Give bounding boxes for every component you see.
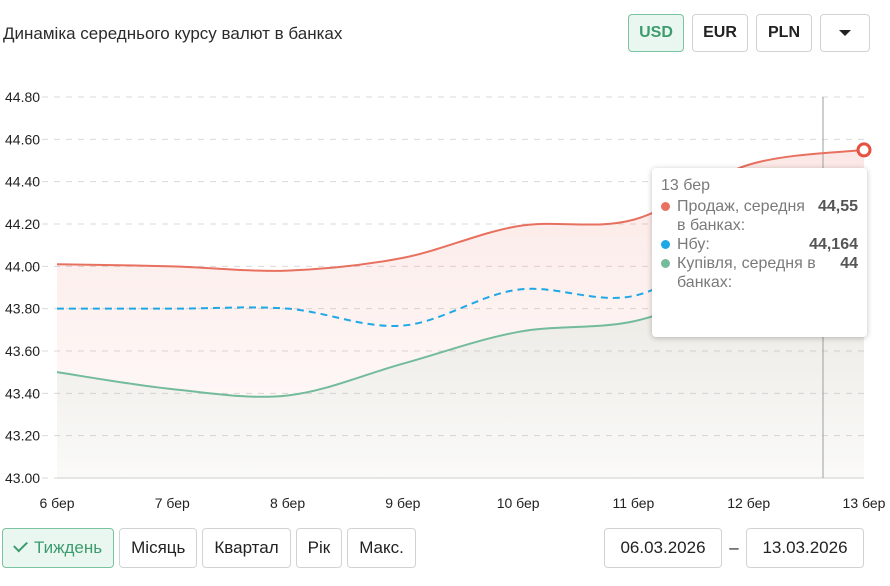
x-tick-label: 12 бер [727,495,770,511]
tooltip-value: 44 [840,255,858,272]
x-tick-label: 10 бер [497,495,540,511]
y-tick-label: 43.40 [5,385,40,401]
y-tick-label: 44.20 [5,216,40,232]
period-label: Тиждень [34,538,103,557]
x-tick-label: 6 бер [39,495,74,511]
chart-tooltip: 13 бер Продаж, середня в банках: 44,55 Н… [652,168,867,337]
tooltip-label: Нбу: [677,236,710,253]
x-tick-label: 7 бер [155,495,190,511]
period-button-week[interactable]: Тиждень [2,528,115,568]
currency-button-pln[interactable]: PLN [756,14,812,52]
currency-dropdown-button[interactable] [820,14,870,52]
checkmark-icon [13,537,28,553]
tooltip-row-sell: Продаж, середня в банках: 44,55 [661,197,858,235]
series-line-1 [56,230,865,327]
y-tick-label: 44.60 [5,131,40,147]
period-button-month[interactable]: Місяць [119,528,198,568]
x-tick-label: 8 бер [270,495,305,511]
date-range: 06.03.2026 – 13.03.2026 [604,528,864,568]
y-tick-label: 43.20 [5,428,40,444]
page-title: Динаміка середнього курсу валют в банках [3,24,343,43]
currency-button-eur[interactable]: EUR [692,14,748,52]
hover-point-marker [856,142,872,158]
chevron-down-icon [839,30,851,36]
date-to-input[interactable]: 13.03.2026 [746,528,864,568]
tooltip-label: Купівля, середня в банках: [677,255,816,291]
currency-switcher: USD EUR PLN [628,14,870,52]
currency-button-usd[interactable]: USD [628,14,684,52]
tooltip-row-nbu: Нбу: 44,164 [661,235,858,254]
tooltip-value: 44,164 [809,236,858,253]
date-range-separator: – [729,538,739,557]
tooltip-label: Продаж, середня в банках: [677,198,805,234]
tooltip-date: 13 бер [661,177,711,194]
period-switcher: Тиждень Місяць Квартал Рік Макс. [2,528,416,568]
tooltip-row-buy: Купівля, середня в банках: 44 [661,254,858,292]
date-from-input[interactable]: 06.03.2026 [604,528,722,568]
x-tick-label: 13 бер [843,495,886,511]
y-tick-label: 44.00 [5,258,40,274]
x-tick-label: 9 бер [385,495,420,511]
y-tick-label: 43.60 [5,343,40,359]
period-button-quarter[interactable]: Квартал [202,528,291,568]
nbu-dot-icon [661,240,670,249]
buy-dot-icon [661,259,670,268]
y-tick-label: 44.40 [5,174,40,190]
y-tick-label: 44.80 [5,89,40,105]
sell-dot-icon [661,202,670,211]
period-button-max[interactable]: Макс. [347,528,416,568]
period-button-year[interactable]: Рік [295,528,343,568]
x-tick-label: 11 бер [612,495,654,511]
y-tick-label: 43.80 [5,301,40,317]
tooltip-value: 44,55 [817,198,858,215]
y-tick-label: 43.00 [5,470,40,486]
